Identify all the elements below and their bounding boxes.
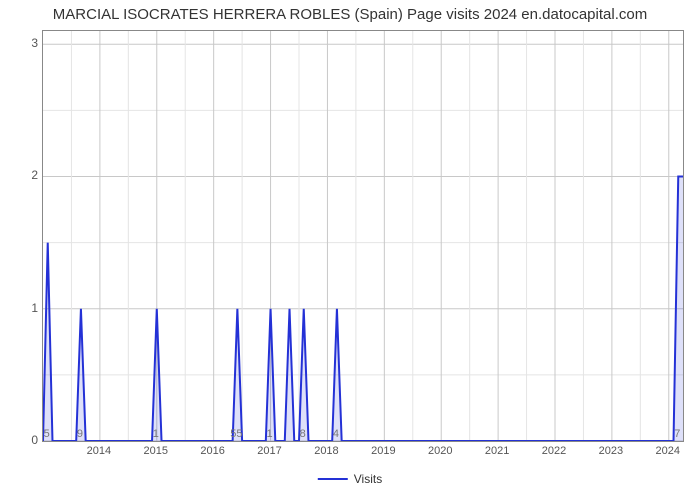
x-tick-label: 2014 (87, 445, 111, 457)
plot-area (42, 30, 684, 442)
x-tick-label: 2016 (200, 445, 224, 457)
peak-value-label: 7 (674, 428, 680, 440)
peak-value-label: 4 (333, 428, 339, 440)
x-tick-label: 2018 (314, 445, 338, 457)
x-tick-label: 2023 (599, 445, 623, 457)
legend-label: Visits (354, 472, 382, 486)
x-tick-label: 2024 (656, 445, 680, 457)
chart-title: MARCIAL ISOCRATES HERRERA ROBLES (Spain)… (53, 6, 647, 23)
peak-value-label: 9 (77, 428, 83, 440)
x-tick-label: 2017 (257, 445, 281, 457)
peak-value-label: 1 (266, 428, 272, 440)
y-tick-label: 3 (31, 36, 38, 50)
x-tick-label: 2015 (144, 445, 168, 457)
chart-svg (43, 31, 683, 441)
y-tick-label: 1 (31, 301, 38, 315)
y-tick-label: 0 (31, 433, 38, 447)
peak-value-label: 5 (44, 428, 50, 440)
x-tick-label: 2019 (371, 445, 395, 457)
peak-value-label: 8 (300, 428, 306, 440)
x-tick-label: 2021 (485, 445, 509, 457)
peak-value-label: 55 (230, 428, 242, 440)
x-tick-label: 2020 (428, 445, 452, 457)
x-tick-label: 2022 (542, 445, 566, 457)
peak-value-label: 1 (153, 428, 159, 440)
legend: Visits (318, 472, 382, 486)
legend-swatch (318, 478, 348, 480)
y-tick-label: 2 (31, 168, 38, 182)
